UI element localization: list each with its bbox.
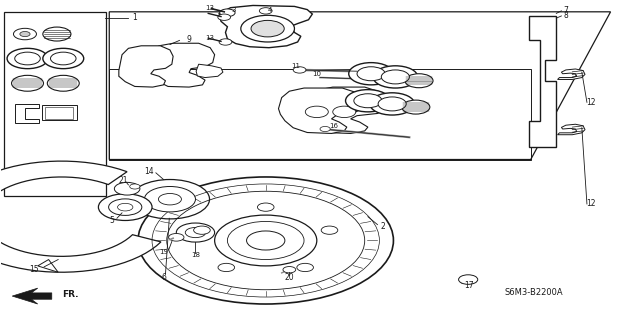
Circle shape: [293, 67, 306, 73]
Circle shape: [15, 52, 40, 65]
Text: 10: 10: [312, 71, 321, 77]
Circle shape: [47, 75, 79, 91]
Polygon shape: [196, 64, 223, 78]
Text: 6: 6: [161, 272, 166, 281]
Circle shape: [297, 263, 314, 271]
Circle shape: [130, 184, 140, 189]
Polygon shape: [278, 88, 364, 133]
Text: 14: 14: [144, 167, 154, 176]
Text: 16: 16: [330, 122, 339, 129]
Polygon shape: [148, 43, 214, 87]
Text: 15: 15: [29, 264, 38, 274]
Circle shape: [218, 14, 230, 20]
Circle shape: [43, 48, 84, 69]
Text: FR.: FR.: [62, 290, 79, 299]
Circle shape: [145, 187, 195, 212]
Circle shape: [349, 63, 394, 85]
Circle shape: [381, 70, 410, 84]
Circle shape: [378, 97, 406, 111]
Circle shape: [214, 215, 317, 266]
Circle shape: [241, 15, 294, 42]
Text: 7: 7: [563, 6, 568, 15]
Circle shape: [131, 180, 209, 219]
Polygon shape: [529, 16, 556, 147]
Circle shape: [321, 226, 338, 234]
Circle shape: [251, 20, 284, 37]
Text: 4: 4: [268, 7, 273, 12]
Text: 17: 17: [465, 281, 474, 290]
Text: S6M3-B2200A: S6M3-B2200A: [504, 288, 563, 297]
Circle shape: [20, 32, 30, 37]
Circle shape: [176, 223, 214, 242]
Text: 1: 1: [132, 13, 137, 22]
Circle shape: [354, 94, 382, 108]
Circle shape: [118, 203, 133, 211]
Circle shape: [218, 263, 235, 271]
Bar: [45, 107, 73, 119]
Circle shape: [12, 75, 44, 91]
Circle shape: [159, 194, 181, 205]
Circle shape: [459, 275, 477, 284]
Circle shape: [115, 182, 140, 195]
Circle shape: [333, 106, 356, 118]
Polygon shape: [0, 161, 161, 272]
Circle shape: [357, 67, 385, 81]
Polygon shape: [219, 5, 312, 48]
Circle shape: [246, 231, 285, 250]
Circle shape: [346, 90, 390, 112]
Circle shape: [405, 74, 433, 88]
Circle shape: [138, 177, 394, 304]
Text: 21: 21: [118, 176, 128, 185]
Bar: [42, 105, 77, 121]
Circle shape: [373, 66, 418, 88]
Text: 9: 9: [187, 35, 191, 44]
Circle shape: [402, 100, 430, 114]
Polygon shape: [38, 260, 58, 272]
Text: 13: 13: [205, 5, 214, 11]
Circle shape: [257, 203, 274, 211]
Circle shape: [7, 48, 48, 69]
Text: 18: 18: [191, 252, 200, 258]
Text: 12: 12: [587, 98, 596, 107]
Circle shape: [220, 9, 235, 17]
Text: 11: 11: [291, 63, 300, 70]
Circle shape: [194, 226, 211, 234]
Text: 8: 8: [563, 11, 568, 20]
Circle shape: [99, 194, 152, 220]
Circle shape: [305, 106, 328, 118]
Text: 13: 13: [205, 34, 214, 41]
Circle shape: [185, 227, 205, 238]
Circle shape: [169, 234, 184, 241]
Polygon shape: [557, 69, 585, 79]
Circle shape: [13, 28, 36, 40]
Bar: [4, 12, 106, 196]
Circle shape: [320, 126, 330, 131]
Text: 12: 12: [587, 199, 596, 208]
Circle shape: [370, 93, 415, 115]
Text: 5: 5: [109, 216, 115, 225]
Polygon shape: [119, 46, 173, 87]
Circle shape: [283, 267, 296, 273]
Circle shape: [43, 27, 71, 41]
Text: 19: 19: [159, 249, 168, 255]
Circle shape: [109, 199, 142, 215]
Polygon shape: [12, 288, 52, 304]
Text: 2: 2: [380, 222, 385, 231]
Text: 20: 20: [285, 273, 294, 282]
Text: 3: 3: [232, 7, 236, 12]
Polygon shape: [305, 87, 389, 133]
Circle shape: [51, 52, 76, 65]
Circle shape: [259, 8, 272, 14]
Polygon shape: [557, 124, 585, 135]
Polygon shape: [15, 104, 39, 123]
Circle shape: [219, 39, 232, 45]
